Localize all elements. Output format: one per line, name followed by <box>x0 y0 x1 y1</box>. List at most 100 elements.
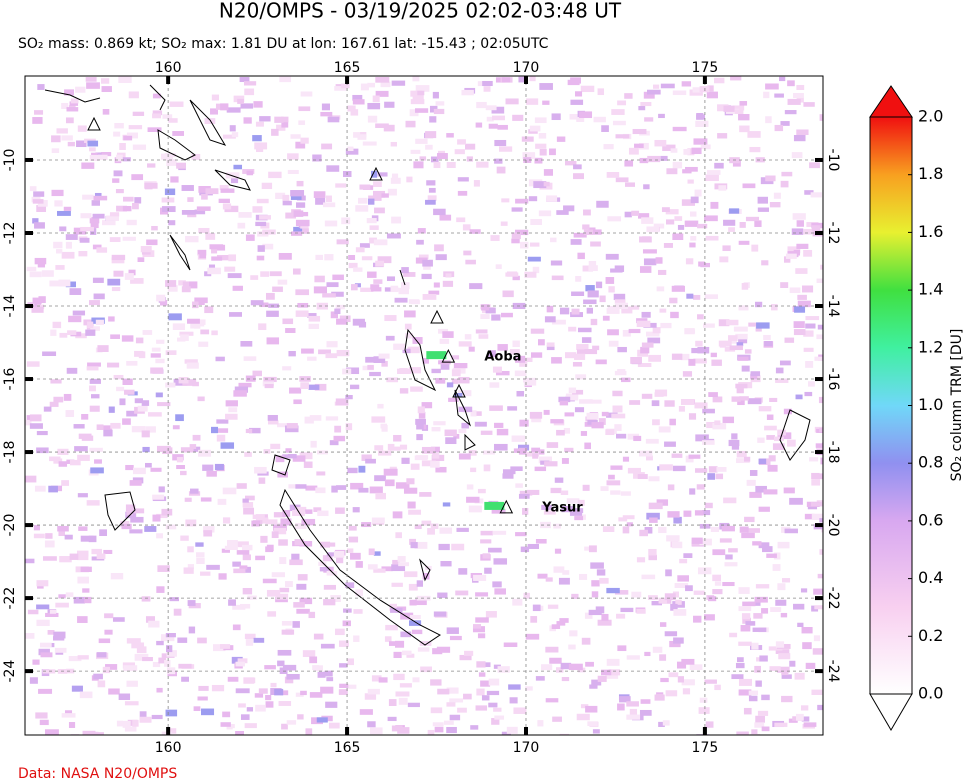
so2-pixel <box>757 196 768 204</box>
so2-pixel <box>605 253 619 260</box>
so2-pixel <box>172 425 180 430</box>
so2-pixel <box>255 121 264 127</box>
so2-pixel <box>297 714 304 720</box>
data-source: Data: NASA N20/OMPS <box>18 766 177 782</box>
so2-pixel <box>66 668 75 674</box>
so2-pixel <box>292 455 306 462</box>
so2-pixel <box>647 595 658 600</box>
so2-pixel <box>546 195 558 202</box>
so2-pixel <box>588 609 602 616</box>
so2-pixel <box>515 229 529 236</box>
so2-pixel <box>695 340 703 347</box>
so2-pixel <box>95 319 104 326</box>
so2-pixel <box>331 485 338 493</box>
so2-pixel <box>395 691 410 697</box>
so2-pixel <box>395 482 410 489</box>
so2-pixel <box>759 655 768 662</box>
so2-pixel <box>29 677 38 684</box>
so2-pixel <box>368 548 375 556</box>
so2-pixel <box>275 455 285 463</box>
so2-pixel <box>636 318 648 324</box>
so2-pixel <box>757 710 769 716</box>
so2-pixel <box>533 181 547 189</box>
so2-pixel <box>805 662 816 669</box>
so2-pixel <box>134 653 149 661</box>
so2-pixel <box>378 677 388 683</box>
so2-pixel <box>77 655 89 660</box>
so2-pixel <box>131 174 144 181</box>
so2-pixel <box>313 633 324 640</box>
so2-pixel <box>231 656 243 664</box>
so2-pixel <box>689 664 703 670</box>
so2-pixel <box>741 532 755 539</box>
so2-pixel <box>429 116 437 123</box>
so2-pixel <box>484 567 492 574</box>
so2-pixel <box>474 421 487 427</box>
so2-pixel <box>710 352 717 358</box>
so2-pixel <box>571 291 585 297</box>
so2-pixel <box>430 523 439 529</box>
so2-pixel <box>187 546 194 553</box>
so2-pixel <box>781 695 793 703</box>
so2-pixel <box>99 425 112 430</box>
so2-pixel <box>142 656 153 662</box>
so2-pixel <box>579 573 588 580</box>
so2-pixel <box>355 247 365 253</box>
so2-pixel <box>341 217 351 225</box>
so2-pixel <box>738 678 752 686</box>
so2-pixel <box>458 429 467 434</box>
so2-pixel <box>601 613 609 621</box>
so2-pixel <box>78 251 88 257</box>
so2-pixel <box>774 93 784 98</box>
so2-pixel <box>676 661 687 669</box>
so2-pixel <box>250 275 259 280</box>
so2-pixel <box>26 266 37 272</box>
so2-pixel <box>707 596 717 602</box>
so2-pixel <box>295 219 310 227</box>
so2-pixel <box>556 136 566 142</box>
so2-pixel <box>546 442 559 448</box>
so2-pixel <box>282 318 294 325</box>
so2-pixel <box>71 685 83 692</box>
so2-pixel <box>657 269 667 275</box>
so2-pixel <box>653 223 665 229</box>
so2-pixel <box>800 588 808 593</box>
so2-pixel <box>391 216 402 224</box>
so2-pixel <box>377 403 384 409</box>
so2-pixel <box>390 285 399 293</box>
so2-pixel <box>278 252 292 260</box>
so2-pixel <box>314 383 327 391</box>
so2-pixel <box>528 129 538 134</box>
so2-pixel <box>274 688 284 696</box>
so2-pixel <box>25 419 32 426</box>
so2-hotspot <box>426 351 447 360</box>
so2-pixel <box>765 116 772 124</box>
so2-pixel <box>627 467 641 474</box>
so2-pixel <box>617 645 627 652</box>
so2-pixel <box>122 378 133 385</box>
so2-pixel <box>809 162 820 169</box>
so2-pixel <box>437 688 450 695</box>
so2-pixel <box>576 713 590 721</box>
so2-pixel <box>108 406 115 413</box>
so2-pixel <box>406 176 413 183</box>
so2-pixel <box>199 251 207 259</box>
so2-pixel <box>191 153 201 160</box>
so2-pixel <box>754 722 765 728</box>
so2-pixel <box>236 734 251 735</box>
so2-pixel <box>308 315 321 322</box>
so2-pixel <box>816 278 823 283</box>
so2-pixel <box>34 257 47 265</box>
so2-pixel <box>197 696 208 701</box>
so2-pixel <box>638 450 653 457</box>
so2-pixel <box>315 254 324 260</box>
so2-pixel <box>391 564 406 572</box>
so2-pixel <box>85 77 97 82</box>
so2-pixel <box>238 703 246 708</box>
so2-pixel <box>324 220 338 227</box>
so2-pixel <box>35 712 48 719</box>
so2-pixel <box>589 684 598 689</box>
so2-pixel <box>183 281 198 289</box>
so2-pixel <box>192 301 199 309</box>
so2-pixel <box>621 306 633 314</box>
